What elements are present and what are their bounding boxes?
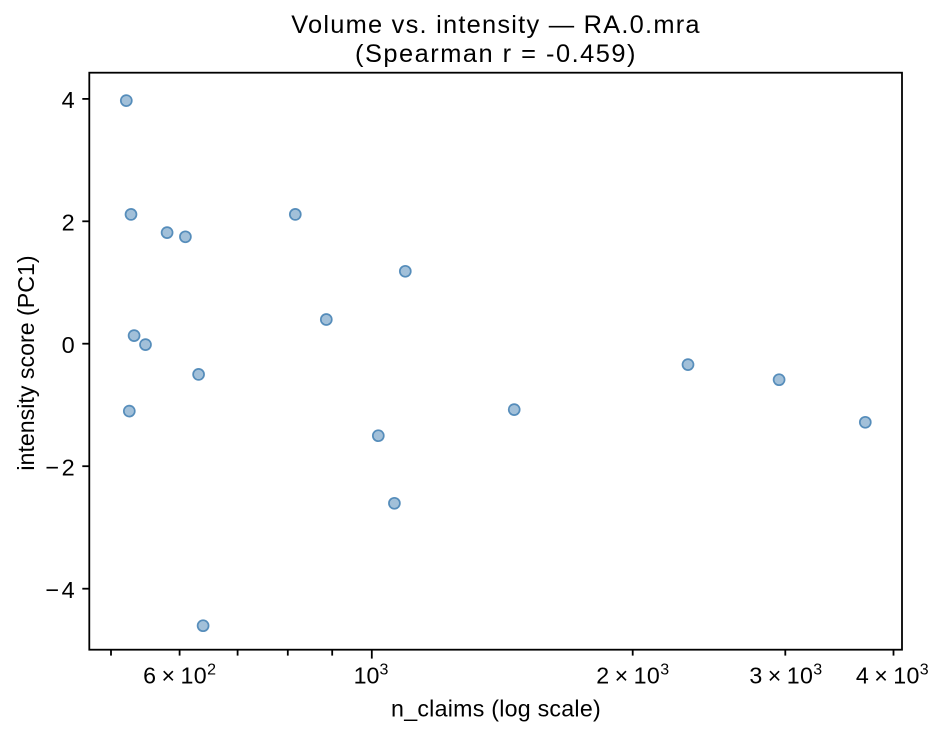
svg-text:−4: −4 bbox=[45, 577, 77, 603]
svg-text:−2: −2 bbox=[45, 455, 77, 481]
svg-text:Volume vs. intensity — RA.0.mr: Volume vs. intensity — RA.0.mra bbox=[291, 11, 701, 39]
svg-text:(Spearman r = -0.459): (Spearman r = -0.459) bbox=[355, 40, 637, 68]
svg-text:intensity score (PC1): intensity score (PC1) bbox=[13, 255, 39, 470]
svg-text:2: 2 bbox=[62, 210, 75, 236]
svg-text:2 × 103: 2 × 103 bbox=[596, 661, 669, 688]
svg-text:n_claims (log scale): n_claims (log scale) bbox=[391, 695, 601, 721]
svg-text:4: 4 bbox=[62, 87, 75, 113]
svg-text:6 × 102: 6 × 102 bbox=[143, 661, 216, 688]
svg-text:0: 0 bbox=[62, 332, 75, 358]
svg-text:3 × 103: 3 × 103 bbox=[749, 661, 822, 688]
svg-text:4 × 103: 4 × 103 bbox=[856, 661, 929, 688]
